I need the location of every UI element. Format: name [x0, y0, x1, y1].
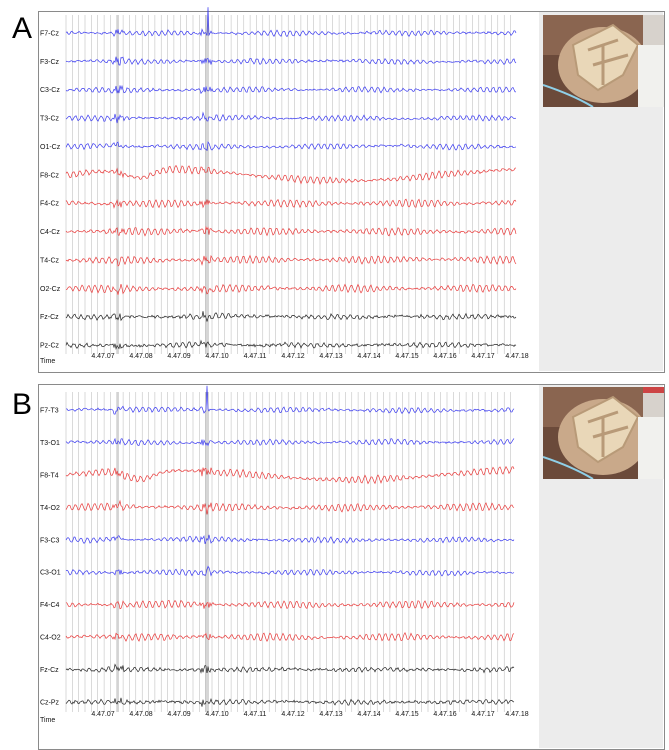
channel-label: F3-Cz — [40, 59, 60, 66]
trace-f4-cz — [65, 198, 517, 209]
trace-t4-cz — [65, 254, 517, 267]
trace-fz-cz — [65, 311, 517, 323]
time-axis-label: Time — [40, 358, 55, 365]
trace-f8-t4 — [65, 465, 515, 485]
panel-label-a: A — [12, 12, 33, 45]
panel-label-b: B — [12, 388, 33, 421]
channel-label: C4-O2 — [40, 635, 61, 642]
time-tick-label: 4.47.09 — [167, 353, 190, 360]
time-tick-label: 4.47.08 — [129, 711, 152, 718]
channel-label: F4-Cz — [40, 201, 60, 208]
time-tick-label: 4.47.13 — [319, 711, 342, 718]
channel-label: T4-Cz — [40, 257, 60, 264]
channel-label: C3-Cz — [40, 87, 60, 94]
channel-label: F3-C3 — [40, 537, 60, 544]
trace-f4-c4 — [65, 599, 515, 610]
trace-t4-o2 — [65, 499, 515, 515]
channel-label: O1-Cz — [40, 144, 61, 151]
time-axis-label: Time — [40, 717, 55, 724]
time-tick-label: 4.47.08 — [129, 353, 152, 360]
trace-o2-cz — [65, 283, 517, 295]
trace-cz-pz — [65, 697, 515, 707]
channel-label: F7-T3 — [40, 408, 59, 415]
time-tick-label: 4.47.10 — [205, 353, 228, 360]
time-tick-label: 4.47.11 — [244, 353, 267, 360]
time-tick-label: 4.47.16 — [433, 711, 456, 718]
channel-label: Fz-Cz — [40, 667, 59, 674]
grid-lines-b — [65, 392, 511, 712]
channel-label: F7-Cz — [40, 31, 60, 38]
time-tick-label: 4.47.07 — [91, 353, 114, 360]
trace-t3-o1 — [65, 437, 515, 447]
channel-label: C3-O1 — [40, 570, 61, 577]
trace-f7-t3 — [65, 385, 515, 415]
trace-c4-o2 — [65, 632, 515, 642]
time-tick-label: 4.47.18 — [505, 711, 528, 718]
time-tick-label: 4.47.12 — [281, 353, 304, 360]
channel-label: Fz-Cz — [40, 314, 59, 321]
time-tick-label: 4.47.15 — [395, 711, 418, 718]
time-tick-label: 4.47.17 — [471, 353, 494, 360]
channel-label: Cz-Pz — [40, 700, 60, 707]
time-tick-label: 4.47.13 — [319, 353, 342, 360]
grid-lines-a — [65, 15, 511, 354]
time-tick-label: 4.47.18 — [505, 353, 528, 360]
time-tick-label: 4.47.10 — [205, 711, 228, 718]
trace-pz-cz — [65, 339, 517, 351]
trace-t3-cz — [65, 111, 517, 124]
channel-label: F8-Cz — [40, 172, 60, 179]
time-tick-label: 4.47.07 — [91, 711, 114, 718]
time-tick-label: 4.47.15 — [395, 353, 418, 360]
trace-f3-cz — [65, 56, 517, 66]
trace-c3-o1 — [65, 565, 515, 577]
trace-o1-cz — [65, 141, 517, 152]
channel-label: Pz-Cz — [40, 343, 60, 350]
channel-label: F4-C4 — [40, 602, 60, 609]
channel-label: T3-O1 — [40, 440, 60, 447]
time-tick-label: 4.47.14 — [357, 353, 380, 360]
trace-f8-cz — [65, 164, 517, 186]
trace-c4-cz — [65, 225, 517, 237]
channel-label: O2-Cz — [40, 286, 61, 293]
video-thumbnail-a[interactable] — [543, 15, 664, 107]
time-tick-label: 4.47.17 — [471, 711, 494, 718]
channel-label: F8-T4 — [40, 472, 59, 479]
channel-label: T4-O2 — [40, 505, 60, 512]
time-tick-label: 4.47.14 — [357, 711, 380, 718]
trace-c3-cz — [65, 84, 517, 95]
time-tick-label: 4.47.11 — [244, 711, 267, 718]
trace-fz-cz — [65, 663, 515, 674]
channel-label: C4-Cz — [40, 229, 60, 236]
channel-label: T3-Cz — [40, 116, 60, 123]
trace-f7-cz — [65, 7, 517, 38]
time-tick-label: 4.47.12 — [281, 711, 304, 718]
video-thumbnail-b[interactable] — [543, 387, 664, 479]
trace-f3-c3 — [65, 534, 515, 545]
time-tick-label: 4.47.16 — [433, 353, 456, 360]
time-tick-label: 4.47.09 — [167, 711, 190, 718]
